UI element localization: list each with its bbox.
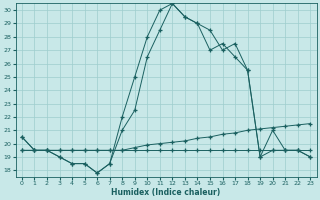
X-axis label: Humidex (Indice chaleur): Humidex (Indice chaleur): [111, 188, 221, 197]
